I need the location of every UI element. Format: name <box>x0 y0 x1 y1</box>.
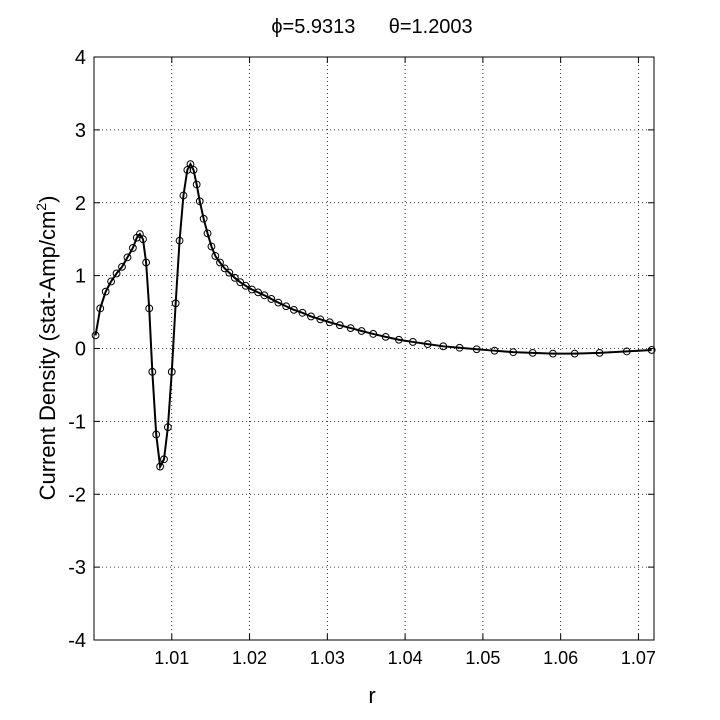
data-point <box>112 269 121 278</box>
data-point <box>394 335 403 344</box>
data-point <box>455 343 464 352</box>
y-tick-label: 0 <box>75 339 86 361</box>
data-point <box>260 291 269 300</box>
data-point <box>346 324 355 332</box>
data-point <box>267 295 276 303</box>
data-point <box>128 244 137 252</box>
x-tick-label: 1.06 <box>543 648 578 668</box>
data-point <box>192 180 201 189</box>
y-tick-label: 4 <box>75 47 86 69</box>
x-tick-label: 1.02 <box>232 648 267 668</box>
data-point <box>254 288 263 297</box>
data-point <box>335 321 344 330</box>
x-tick-label: 1.01 <box>154 648 189 668</box>
data-point <box>225 268 234 277</box>
data-point <box>490 346 499 355</box>
data-point <box>381 332 390 341</box>
data-point <box>195 197 204 206</box>
data-point <box>107 277 116 286</box>
y-tick-label: -3 <box>68 557 86 579</box>
data-point <box>548 349 557 358</box>
y-tick-label: -1 <box>68 411 86 433</box>
data-point <box>175 236 184 245</box>
x-tick-label: 1.07 <box>621 648 656 668</box>
y-tick-label: -4 <box>68 630 86 652</box>
data-point <box>230 273 239 282</box>
data-point <box>186 160 195 169</box>
y-tick-label: -2 <box>68 484 86 506</box>
x-tick-label: 1.05 <box>465 648 500 668</box>
data-point <box>647 346 656 354</box>
y-tick-label: 2 <box>75 193 86 215</box>
data-point <box>163 423 172 432</box>
data-point <box>509 348 518 357</box>
y-axis-label: Current Density (stat-Amp/cm2) <box>33 196 60 501</box>
data-series <box>91 160 656 471</box>
data-point <box>142 258 151 267</box>
chart-title: ϕ=5.9313 θ=1.2003 <box>271 16 472 38</box>
data-point <box>183 166 192 174</box>
data-point <box>408 338 417 346</box>
axis-ticks: 1.01 1.02 1.03 1.04 1.05 1.06 1.07 -4 -3 -2 -1 0 1 2 3… <box>68 47 656 668</box>
x-axis-label: r <box>368 683 375 708</box>
data-point <box>145 304 154 313</box>
y-axis-label-close: ) <box>35 196 60 203</box>
x-tick-label: 1.04 <box>388 648 423 668</box>
data-point <box>595 348 604 357</box>
data-point <box>439 342 448 351</box>
data-point <box>369 330 378 338</box>
y-axis-label-main: Current Density (stat-Amp/cm <box>35 211 60 501</box>
data-point <box>216 258 224 267</box>
y-tick-label: 1 <box>75 266 86 288</box>
data-point <box>289 305 298 314</box>
data-point <box>274 298 283 307</box>
data-point <box>96 304 105 313</box>
data-point <box>156 462 165 471</box>
data-point <box>171 299 180 308</box>
data-point <box>472 345 481 354</box>
grid-lines <box>94 57 654 640</box>
data-point <box>622 347 631 356</box>
data-point <box>211 252 220 260</box>
data-point <box>189 166 198 174</box>
series-line <box>94 162 652 470</box>
data-point <box>152 430 161 439</box>
y-axis-label-superscript: 2 <box>33 203 49 211</box>
data-point <box>167 367 176 376</box>
data-point <box>236 278 245 287</box>
data-point <box>148 367 157 376</box>
data-point <box>220 264 229 273</box>
data-point <box>199 214 208 223</box>
data-point <box>307 312 315 321</box>
y-tick-label: 3 <box>75 120 86 142</box>
data-point <box>357 327 366 335</box>
data-point <box>139 235 147 244</box>
x-tick-label: 1.03 <box>310 648 345 668</box>
data-point <box>207 242 216 251</box>
data-point <box>298 308 307 317</box>
data-point <box>528 348 537 357</box>
data-point <box>570 349 579 358</box>
data-point <box>91 331 100 340</box>
data-point <box>160 455 168 464</box>
data-point <box>316 315 325 324</box>
data-point <box>325 318 334 327</box>
data-point <box>282 302 291 311</box>
data-point <box>247 285 256 294</box>
data-point <box>423 340 432 349</box>
data-point <box>118 262 126 271</box>
data-point <box>241 281 250 290</box>
data-point <box>101 287 110 296</box>
data-point <box>179 191 188 200</box>
data-point <box>203 229 212 238</box>
data-point <box>123 253 132 262</box>
